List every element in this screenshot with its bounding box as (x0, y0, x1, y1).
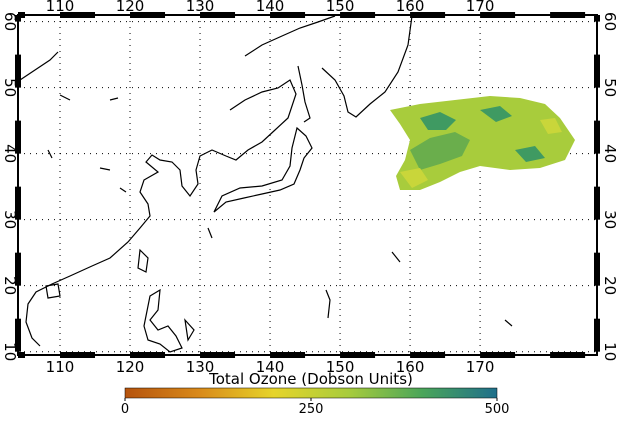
frame-bar (15, 186, 21, 220)
ozone-patch (410, 132, 470, 170)
coastline (321, 15, 413, 118)
frame-bar (15, 54, 21, 88)
frame-bar (60, 352, 96, 358)
lon-label-bottom: 130 (186, 358, 215, 376)
frame-bar (480, 12, 516, 18)
lon-label-bottom: 160 (396, 358, 425, 376)
lon-label-top: 140 (256, 0, 285, 15)
lat-label-left: 40 (1, 144, 19, 163)
colorbar-tick-label: 500 (485, 402, 510, 417)
frame-bar (270, 12, 306, 18)
frame-bar (60, 12, 96, 18)
frame-bar (130, 12, 166, 18)
frame-bar (340, 352, 376, 358)
frame-bar (130, 352, 166, 358)
map-frame (17, 14, 598, 356)
lon-label-bottom: 140 (256, 358, 285, 376)
lat-label-left: 50 (1, 78, 19, 97)
frame-bar (18, 12, 26, 18)
coastline (25, 79, 297, 347)
frame-bar (550, 352, 586, 358)
lat-label-right: 40 (601, 144, 619, 163)
lat-label-right: 30 (601, 210, 619, 229)
frame-bar (594, 186, 600, 220)
lon-label-bottom: 120 (116, 358, 145, 376)
frame-bars (15, 12, 600, 358)
lat-label-left: 10 (1, 342, 19, 361)
lon-label-top: 160 (396, 0, 425, 15)
coastline (297, 65, 311, 123)
frame-bar (18, 352, 26, 358)
colorbar-tick-label: 250 (299, 402, 324, 417)
lat-label-right: 50 (601, 78, 619, 97)
frame-bar (410, 12, 446, 18)
lat-label-left: 60 (1, 12, 19, 31)
coastline (19, 15, 336, 81)
lat-label-right: 10 (601, 342, 619, 361)
lon-label-bottom: 110 (46, 358, 75, 376)
coastlines (19, 15, 513, 353)
frame-bar (270, 352, 306, 358)
frame-bar (480, 352, 516, 358)
frame-bar (15, 15, 21, 22)
ozone-patch (420, 106, 545, 162)
lat-label-left: 20 (1, 276, 19, 295)
coastline (47, 94, 513, 327)
frame-bar (594, 54, 600, 88)
frame-bar (200, 352, 236, 358)
colorbar (124, 387, 498, 399)
axis-labels: 110 110 120 120 130 130 140 140 150 150 160 160 170 1… (1, 0, 619, 376)
frame-bar (15, 318, 21, 352)
lon-label-top: 150 (326, 0, 355, 15)
frame-bar (594, 120, 600, 154)
frame-bar (15, 252, 21, 286)
lat-label-right: 20 (601, 276, 619, 295)
frame-bar (594, 318, 600, 352)
frame-bar (594, 252, 600, 286)
ozone-patch (400, 118, 562, 188)
colorbar-title: Total Ozone (Dobson Units) (208, 370, 413, 388)
graticule (18, 15, 597, 355)
ozone-field (390, 96, 575, 190)
lon-label-top: 120 (116, 0, 145, 15)
lon-label-bottom: 170 (466, 358, 495, 376)
frame-bar (200, 12, 236, 18)
lon-label-top: 170 (466, 0, 495, 15)
frame-bar (594, 15, 600, 22)
coastline (45, 248, 149, 299)
frame-bar (410, 352, 446, 358)
coastline (143, 288, 195, 353)
frame-bar (340, 12, 376, 18)
frame-bar (15, 120, 21, 154)
lat-label-right: 60 (601, 12, 619, 31)
colorbar-ticks: 0 250 500 (121, 398, 510, 417)
lon-label-top: 130 (186, 0, 215, 15)
frame-bar (550, 12, 586, 18)
lon-label-bottom: 150 (326, 358, 355, 376)
lon-label-top: 110 (46, 0, 75, 15)
coastline (213, 126, 313, 213)
lat-label-left: 30 (1, 210, 19, 229)
colorbar-tick-label: 0 (121, 402, 129, 417)
